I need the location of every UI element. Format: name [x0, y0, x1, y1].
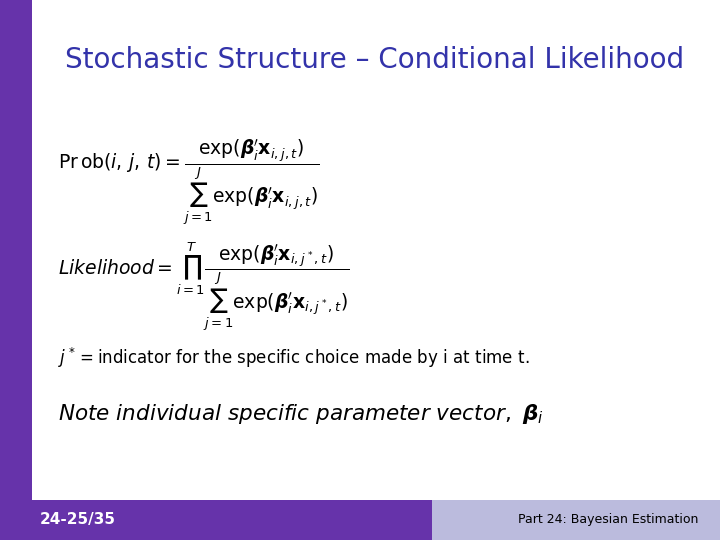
Text: Stochastic Structure – Conditional Likelihood: Stochastic Structure – Conditional Likel…: [65, 46, 684, 74]
Text: 24-25/35: 24-25/35: [40, 512, 116, 527]
Text: $\mathit{Note\ individual\ specific\ parameter\ vector,}\ \boldsymbol{\beta}_i$: $\mathit{Note\ individual\ specific\ par…: [58, 402, 544, 426]
FancyBboxPatch shape: [0, 0, 32, 540]
Text: Part 24: Bayesian Estimation: Part 24: Bayesian Estimation: [518, 513, 698, 526]
Text: $\mathrm{Pr\,ob}(i,\,j,\,t) = \dfrac{\exp(\boldsymbol{\beta}_i'\mathbf{x}_{i,j,t: $\mathrm{Pr\,ob}(i,\,j,\,t) = \dfrac{\ex…: [58, 138, 320, 228]
FancyBboxPatch shape: [432, 500, 720, 540]
Text: $j^* = \mathrm{indicator\ for\ the\ specific\ choice\ made\ by\ i\ at\ time\ t.}: $j^* = \mathrm{indicator\ for\ the\ spec…: [58, 346, 529, 370]
Text: $\mathit{Likelihood} = \prod_{i=1}^{T} \dfrac{\exp(\boldsymbol{\beta}_i'\mathbf{: $\mathit{Likelihood} = \prod_{i=1}^{T} \…: [58, 240, 349, 333]
FancyBboxPatch shape: [0, 500, 720, 540]
